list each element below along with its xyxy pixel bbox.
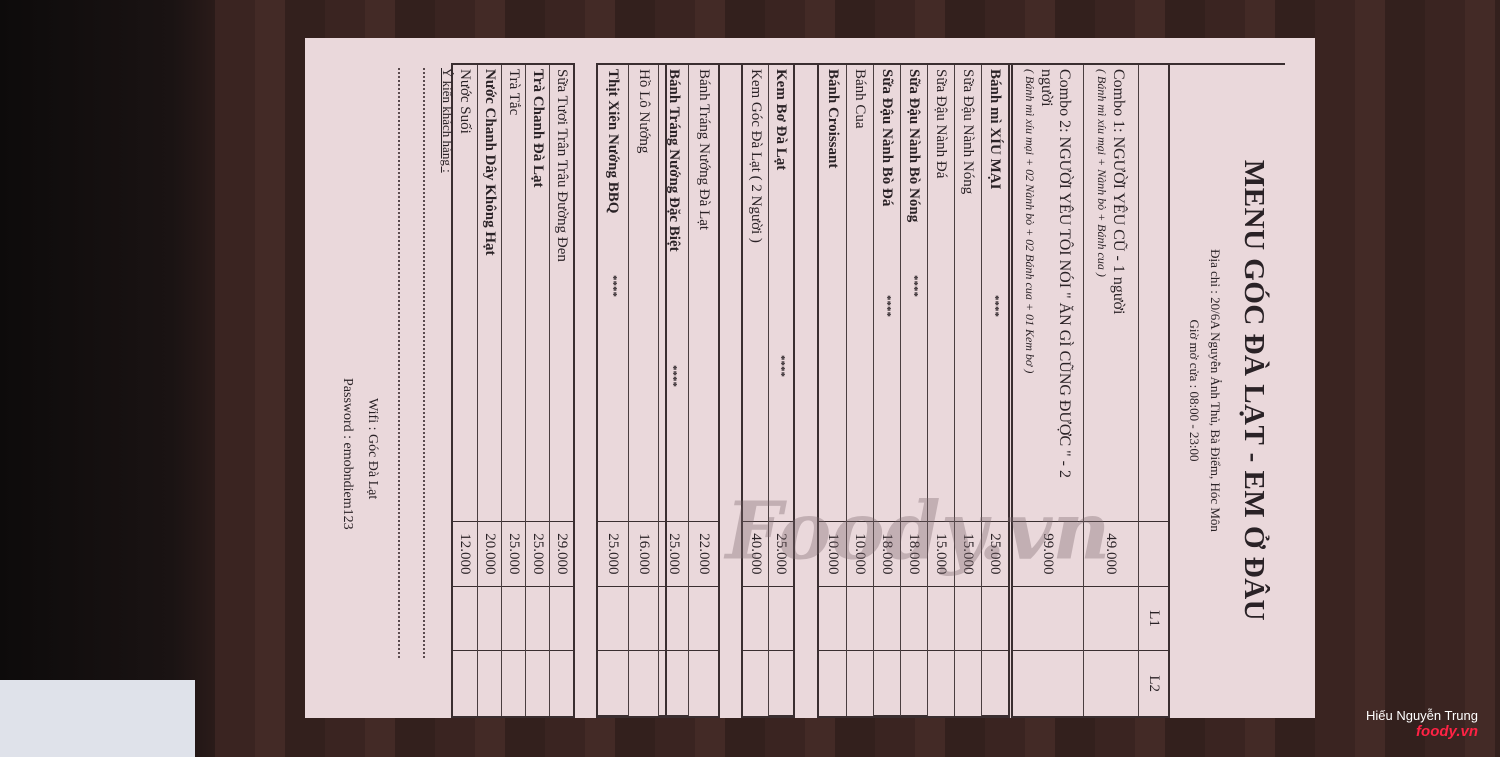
combo-name: Combo 1: NGƯỜI YÊU CŨ - 1 người xyxy=(1110,69,1128,315)
author-name: Hiếu Nguyễn Trung xyxy=(1365,708,1478,723)
combo-name: Combo 2: NGƯỜI YÊU TÔI NÓI " ĂN GÌ CŨNG … xyxy=(1038,69,1074,478)
combo-row: Combo 2: NGƯỜI YÊU TÔI NÓI " ĂN GÌ CŨNG … xyxy=(1013,65,1083,716)
light-surface xyxy=(0,680,195,757)
col-l2: L2 xyxy=(1146,675,1162,693)
item-price: 20.000 xyxy=(478,522,501,587)
feedback-label: Ý kiến khách hàng : xyxy=(440,68,455,173)
menu-item-row: Trà Tắc 25.000 xyxy=(501,65,525,716)
photo-credit: Hiếu Nguyễn Trung foody.vn xyxy=(1366,708,1478,740)
menu-address: Địa chỉ : 20/6A Nguyễn Ảnh Thủ, Bà Điểm,… xyxy=(1208,249,1223,532)
wifi-password: Password : emobndiem123 xyxy=(340,378,355,530)
wifi-name: Wifi : Góc Đà Lạt xyxy=(365,398,380,500)
menu-section-drinks: Sữa Tươi Trân Trâu Đường Đen 29.000 Trà Ch… xyxy=(451,63,575,718)
dark-background xyxy=(0,0,215,757)
menu-item-row: Sữa Tươi Trân Trâu Đường Đen 29.000 xyxy=(549,65,573,716)
item-name: Nước Suối xyxy=(453,65,477,523)
combo-detail: ( Bánh mì xíu mại + 02 Nành bò + 02 Bánh… xyxy=(1023,69,1038,374)
item-name: Nước Chanh Dây Không Hạt xyxy=(478,65,501,523)
menu-item-row: Nước Suối 12.000 xyxy=(453,65,477,716)
table-header: L1 L2 xyxy=(1138,65,1168,716)
combo-row: Combo 1: NGƯỜI YÊU CŨ - 1 người( Bánh mì… xyxy=(1083,65,1138,716)
dotted-line xyxy=(423,68,425,658)
item-price: 29.000 xyxy=(550,522,573,587)
menu-hours: Giờ mở cửa : 08:00 - 23:00 xyxy=(1187,319,1202,462)
combo-detail: ( Bánh mì xíu mại + Nành bò + Bánh cua ) xyxy=(1095,69,1110,277)
menu-paper: MENU GÓC ĐÀ LẠT - EM Ở ĐÂU Địa chỉ : 20/… xyxy=(305,38,1315,718)
menu-item-row: Trà Chanh Đà Lạt 25.000 xyxy=(525,65,549,716)
foody-logo: foody.vn xyxy=(1416,723,1478,740)
menu-item-row: Nước Chanh Dây Không Hạt 20.000 xyxy=(477,65,501,716)
menu-title: MENU GÓC ĐÀ LẠT - EM Ở ĐÂU xyxy=(1238,159,1270,622)
foody-watermark-logo: Foody.vn xyxy=(725,483,1111,578)
item-name: Trà Chanh Đà Lạt xyxy=(526,65,549,523)
item-name: Trà Tắc xyxy=(502,65,525,523)
dotted-line xyxy=(398,68,400,658)
item-price: 12.000 xyxy=(453,522,477,587)
combo-table: L1 L2 Combo 1: NGƯỜI YÊU CŨ - 1 người( B… xyxy=(1011,63,1170,718)
item-price: 25.000 xyxy=(502,522,525,587)
item-name: Sữa Tươi Trân Trâu Đường Đen xyxy=(550,65,573,523)
item-price: 25.000 xyxy=(526,522,549,587)
col-l1: L1 xyxy=(1139,586,1168,652)
